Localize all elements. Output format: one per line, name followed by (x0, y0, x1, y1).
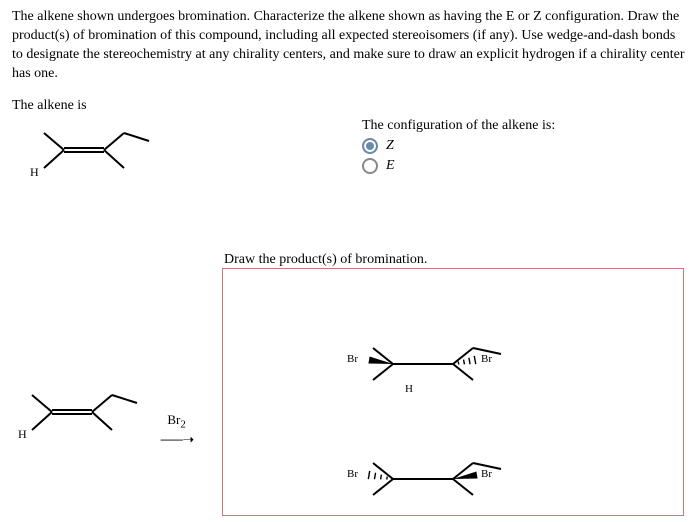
draw-products-label: Draw the product(s) of bromination. (224, 252, 427, 268)
radio-z-label: Z (386, 138, 394, 154)
reaction-row: H Br2 ⸺➝ (12, 380, 222, 470)
svg-text:Br: Br (347, 468, 358, 480)
svg-text:H: H (405, 383, 413, 395)
row-alkene-config: H The configuration of the alkene is: Z … (12, 118, 688, 208)
radio-z-circle (362, 138, 378, 154)
draw-area[interactable]: Br Br H Br Br (222, 268, 684, 516)
reactant-structure: H (12, 380, 152, 460)
config-prompt: The configuration of the alkene is: (362, 118, 555, 134)
radio-z[interactable]: Z (362, 138, 555, 154)
radio-e[interactable]: E (362, 158, 555, 174)
arrow-glyph: ⸺➝ (160, 429, 193, 449)
alkene-structure: H (24, 118, 164, 203)
radio-e-label: E (386, 158, 395, 174)
svg-text:Br: Br (481, 468, 492, 480)
alkene-prompt: The alkene is (12, 98, 688, 114)
radio-e-circle (362, 158, 378, 174)
svg-text:Br: Br (481, 353, 492, 365)
config-block: The configuration of the alkene is: Z E (362, 118, 555, 174)
svg-text:H: H (18, 427, 27, 441)
svg-text:H: H (30, 165, 39, 179)
question-text: The alkene shown undergoes bromination. … (12, 8, 688, 84)
reaction-arrow: Br2 ⸺➝ (160, 412, 193, 449)
svg-text:Br: Br (347, 353, 358, 365)
